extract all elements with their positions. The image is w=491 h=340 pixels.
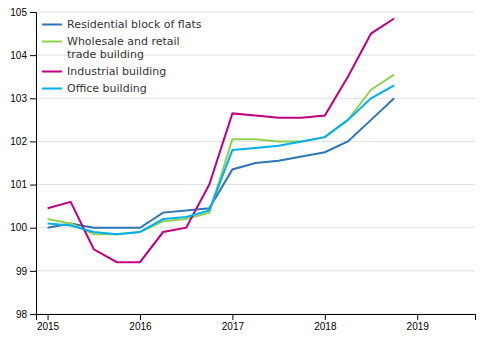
y-tick: 99: [16, 266, 36, 277]
legend-item: Wholesale and retailtrade building: [42, 35, 180, 61]
y-tick-mark: [30, 314, 36, 315]
x-tick-label: 2015: [37, 321, 60, 332]
y-tick-mark: [30, 228, 36, 229]
y-tick: 101: [10, 179, 36, 190]
y-tick: 104: [10, 50, 36, 61]
y-tick-label: 104: [10, 50, 27, 61]
y-tick: 102: [10, 136, 36, 147]
y-tick: 100: [10, 222, 36, 233]
series-line: [48, 18, 395, 262]
x-tick-mark: [325, 314, 326, 320]
legend-label: Wholesale and retailtrade building: [67, 35, 180, 61]
legend-swatch: [42, 24, 62, 26]
y-axis-line: [30, 13, 37, 315]
series-line: [48, 98, 395, 227]
series-line: [48, 75, 395, 235]
y-tick-label: 103: [10, 93, 27, 104]
grid-line: [36, 141, 475, 142]
chart: 2015 2016 2017 2018 2019 98 99 100 101 102 103 104 1…: [0, 0, 491, 340]
y-tick: 103: [10, 93, 36, 104]
legend-swatch: [42, 41, 62, 43]
grid-line: [36, 12, 475, 13]
legend-item: Industrial building: [42, 65, 166, 78]
legend-label: Residential block of flats: [67, 18, 202, 31]
x-tick: 2016: [129, 314, 152, 332]
y-tick-mark: [30, 12, 36, 13]
legend-item: Residential block of flats: [42, 18, 202, 31]
lines: [48, 18, 395, 262]
y-tick-mark: [30, 185, 36, 186]
x-axis: 2015 2016 2017 2018 2019: [37, 314, 476, 332]
grid-line: [36, 270, 475, 271]
grid-line: [36, 98, 475, 99]
y-tick-label: 98: [16, 309, 28, 320]
legend-label: Industrial building: [67, 65, 166, 78]
y-axis: 98 99 100 101 102 103 104 105: [10, 7, 36, 320]
x-tick-mark: [232, 314, 233, 320]
x-tick-mark: [417, 314, 418, 320]
y-tick-mark: [30, 271, 36, 272]
plot: 2015 2016 2017 2018 2019 98 99 100 101 102 103 104 1…: [10, 7, 475, 332]
y-tick: 98: [16, 309, 36, 320]
y-tick-label: 100: [10, 222, 27, 233]
legend: Residential block of flats Wholesale and …: [42, 18, 202, 95]
legend-swatch: [42, 71, 62, 73]
x-tick-label: 2018: [314, 321, 337, 332]
x-tick: 2015: [37, 314, 60, 332]
legend-swatch: [42, 88, 62, 90]
y-tick-label: 99: [16, 266, 28, 277]
x-tick-mark: [140, 314, 141, 320]
x-tick-label: 2016: [129, 321, 152, 332]
y-tick-mark: [30, 141, 36, 142]
legend-item: Office building: [42, 82, 147, 95]
y-tick-mark: [30, 98, 36, 99]
y-tick-label: 105: [10, 7, 27, 18]
x-tick-mark: [48, 314, 49, 320]
y-tick-label: 101: [10, 179, 27, 190]
x-axis-line: [37, 315, 476, 321]
x-tick: 2018: [314, 314, 337, 332]
y-tick: 105: [10, 7, 36, 18]
series-line: [48, 85, 395, 234]
x-tick-label: 2019: [407, 321, 430, 332]
y-tick-mark: [30, 55, 36, 56]
x-tick: 2019: [407, 314, 430, 332]
legend-label: Office building: [67, 82, 147, 95]
y-tick-label: 102: [10, 136, 27, 147]
grid: [36, 12, 475, 314]
x-tick-label: 2017: [222, 321, 245, 332]
grid-line: [36, 184, 475, 185]
x-tick: 2017: [222, 314, 245, 332]
